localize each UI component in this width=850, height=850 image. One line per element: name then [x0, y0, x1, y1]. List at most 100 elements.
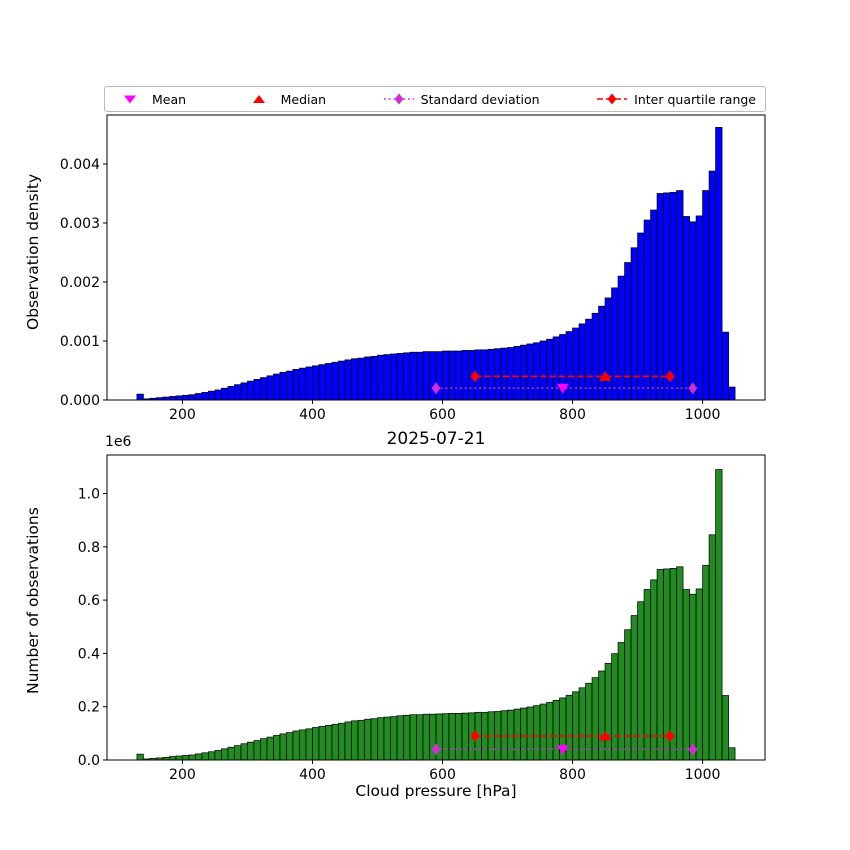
- observation-density-histogram-bar: [546, 338, 554, 401]
- observation-count-histogram-bar: [702, 565, 710, 761]
- observation-density-histogram-bar: [357, 357, 365, 401]
- x-tick-label: 400: [299, 407, 326, 423]
- observation-count-histogram-bar: [409, 714, 417, 761]
- observation-count-histogram-bar: [565, 694, 573, 761]
- observation-density-histogram-bar: [663, 192, 671, 401]
- y-tick-label: 0.002: [60, 275, 100, 291]
- observation-density-histogram-bar: [344, 359, 352, 401]
- observation-density-histogram-bar: [565, 331, 573, 401]
- observation-count-histogram-bar: [630, 615, 638, 761]
- observation-count-histogram-bar: [351, 720, 359, 761]
- y-tick-label: 0.000: [60, 393, 100, 409]
- observation-density-histogram-bar: [260, 377, 268, 401]
- legend-item-inter-quartile-range: Inter quartile range: [596, 92, 756, 107]
- observation-count-histogram-bar: [234, 745, 242, 761]
- observation-count-histogram-bar: [533, 705, 541, 761]
- observation-count-histogram-bar: [299, 729, 307, 761]
- legend-item-median: Median: [243, 92, 326, 107]
- x-tick-label: 200: [169, 767, 196, 783]
- observation-density-histogram-bar: [520, 344, 528, 401]
- observation-density-histogram-bar: [448, 350, 456, 401]
- observation-density-histogram-bar: [312, 365, 320, 401]
- observation-count-histogram-bar: [442, 713, 450, 761]
- observation-count-histogram-bar: [195, 753, 203, 761]
- observation-density-histogram-bar: [370, 355, 378, 401]
- legend-label: Inter quartile range: [634, 91, 756, 107]
- observation-density-histogram-bar: [338, 360, 346, 401]
- iqr-left-marker: [470, 730, 480, 743]
- y-tick-label: 0.004: [60, 157, 100, 173]
- observation-density-histogram-bar: [513, 345, 521, 401]
- observation-density-histogram-bar: [591, 312, 599, 401]
- observation-density-histogram-bar: [234, 384, 242, 401]
- observation-count-histogram-bar: [585, 682, 593, 761]
- observation-density-histogram-bar: [214, 389, 222, 401]
- observation-count-histogram-bar: [169, 756, 177, 761]
- mean-triangle-down-icon: [124, 95, 136, 104]
- chart-title: 2025-07-21: [386, 429, 486, 449]
- observation-density-histogram-bar: [195, 393, 203, 401]
- observation-density-histogram-bar: [461, 350, 469, 401]
- x-tick-label: 1000: [685, 767, 721, 783]
- observation-density-histogram-bar: [604, 297, 612, 401]
- observation-count-histogram-bar: [520, 707, 528, 761]
- observation-count-histogram-bar: [325, 725, 333, 761]
- observation-count-histogram-bar: [214, 750, 222, 761]
- observation-count-histogram-bar: [611, 653, 619, 761]
- observation-count-histogram-bar: [364, 718, 372, 761]
- observation-count-histogram-bar: [695, 588, 703, 761]
- observation-density-histogram-bar: [442, 350, 450, 401]
- observation-density-histogram-bar: [533, 342, 541, 401]
- median-marker: [599, 730, 612, 741]
- observation-density-histogram-bar: [526, 343, 534, 401]
- observation-density-histogram-bar: [598, 305, 606, 401]
- observation-density-histogram-bar: [227, 386, 235, 401]
- observation-density-histogram-bar: [676, 190, 684, 401]
- observation-density-histogram-bar: [305, 366, 313, 401]
- observation-count-histogram-bar: [448, 713, 456, 761]
- observation-count-histogram-bar: [318, 726, 326, 761]
- observation-density-histogram-bar: [325, 363, 333, 401]
- observation-density-histogram-bar: [279, 371, 287, 401]
- observation-density-histogram-bar: [390, 353, 398, 401]
- observation-density-histogram-bar: [208, 390, 216, 401]
- observation-density-histogram-bar: [292, 368, 300, 401]
- y-tick-label: 0.003: [60, 216, 100, 232]
- observation-count-histogram-bar: [461, 712, 469, 761]
- observation-density-histogram-bar: [695, 215, 703, 401]
- observation-density-histogram-bar: [253, 379, 261, 401]
- observation-density-histogram-bar: [299, 367, 307, 401]
- x-tick-label: 600: [429, 767, 456, 783]
- std-dev-right-marker: [688, 382, 698, 395]
- observation-density-histogram-bar: [487, 348, 495, 401]
- observation-density-histogram-bar: [351, 358, 359, 401]
- observation-count-histogram-bar: [377, 717, 385, 761]
- observation-density-histogram-bar: [364, 356, 372, 401]
- observation-count-histogram-bar: [175, 755, 183, 761]
- observation-count-histogram-bar: [591, 677, 599, 761]
- x-tick-label: 600: [429, 407, 456, 423]
- mean-marker: [556, 383, 569, 394]
- legend-label: Mean: [152, 91, 187, 107]
- observation-count-histogram-bar: [708, 534, 716, 761]
- observation-count-histogram-bar: [182, 755, 190, 761]
- observation-count-histogram-bar: [526, 706, 534, 761]
- observation-count-histogram-bar: [669, 568, 677, 761]
- observation-count-histogram-bar: [422, 713, 430, 761]
- standard-deviation-diamond-icon: [383, 93, 414, 105]
- observation-count-histogram-bar: [312, 727, 320, 761]
- legend-label: Median: [280, 91, 327, 107]
- observation-count-histogram-bar: [383, 716, 391, 761]
- legend: Mean Median Standard deviation Inter quarti…: [104, 86, 766, 112]
- observation-density-histogram-bar: [728, 386, 736, 401]
- observation-density-histogram-bar: [715, 127, 723, 401]
- y-tick-label: 0.8: [78, 540, 100, 556]
- y-tick-label: 0.4: [78, 646, 100, 662]
- observation-density-histogram-bar: [708, 170, 716, 401]
- median-marker: [599, 370, 612, 381]
- observation-count-histogram-bar: [546, 702, 554, 761]
- observation-count-histogram-bar: [201, 752, 209, 761]
- iqr-right-marker: [665, 730, 675, 743]
- median-triangle-up-icon: [252, 95, 265, 103]
